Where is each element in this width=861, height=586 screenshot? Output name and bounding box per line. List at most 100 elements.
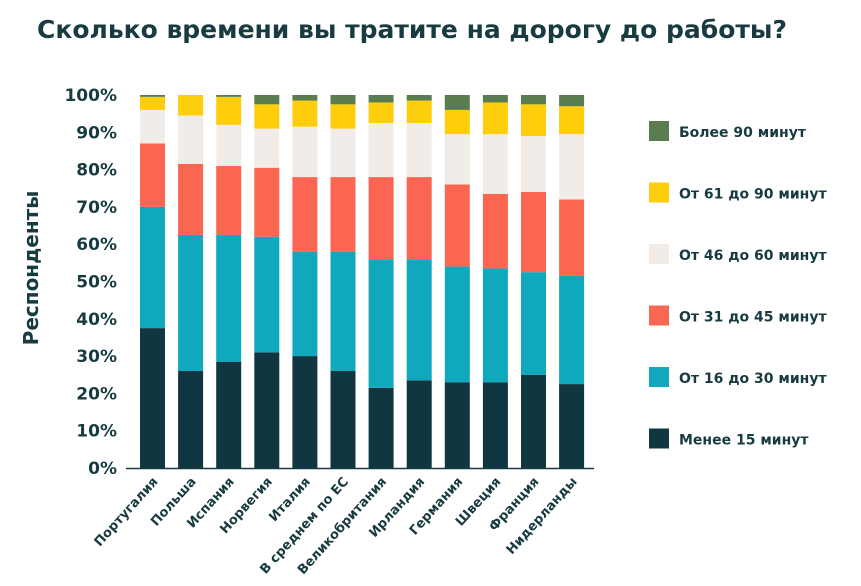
y-tick-label: 30% [76,347,117,367]
bar-segment [178,164,204,235]
legend-label: Менее 15 минут [679,433,809,449]
bar-segment [292,126,318,178]
bar-segment [216,124,242,166]
legend-label: От 16 до 30 минут [679,371,827,387]
bar-segment [368,102,394,123]
bar-segment [444,266,470,383]
bar-segment [521,374,546,468]
bar-segment [521,95,546,105]
bar-segment [444,382,470,468]
bar-segment [482,193,508,269]
bar-segment [559,199,585,276]
bar-segment [292,356,318,468]
chart-title: Сколько времени вы тратите на дорогу до … [37,15,787,44]
bar-segment [254,167,280,237]
bar-segment [482,268,508,383]
bar-segment [254,104,280,129]
bar-segment [292,95,318,101]
bar-segment [368,387,394,468]
bar-segment [330,371,356,468]
bar-segment [559,95,585,107]
bar-segment [216,165,242,235]
legend-swatch [649,305,669,326]
bar-segment [292,251,318,357]
bar-segment [140,206,165,329]
legend-swatch [649,121,669,141]
bar-segment [330,251,356,372]
y-tick-label: 100% [64,86,117,106]
bar-segment [482,382,508,468]
bar-segment [368,95,394,103]
bar-segment [559,106,585,135]
y-tick-label: 40% [76,310,117,330]
x-category-label: Португалия [92,475,162,550]
bar-segment [444,109,470,135]
bar-segment [521,104,546,137]
legend-swatch [649,182,669,203]
y-axis-label: Респонденты [19,191,43,346]
y-tick-label: 0% [88,459,117,479]
bar-segment [330,95,356,105]
bar-segment [292,100,318,127]
bar-segment [482,95,508,103]
bar-segment [559,134,585,200]
bar-segment [444,134,470,185]
bar-segment [254,236,280,353]
legend-swatch [649,428,669,449]
bar-segment [140,143,165,207]
y-tick-label: 70% [76,198,117,218]
bar-segment [444,95,470,110]
bar-segment [254,95,280,105]
bar-segment [292,177,318,252]
bar-segment [178,95,204,116]
bar-segment [140,96,165,110]
bar-segment [406,259,432,381]
bar-segment [482,134,508,194]
bar-segment [521,191,546,273]
bar-segment [406,100,432,123]
bar-segment [178,371,204,468]
legend-label: От 46 до 60 минут [679,248,827,264]
y-tick-label: 10% [76,422,117,442]
bar-segment [406,95,432,101]
bar-segment [254,352,280,468]
y-axis-ticks: 0% 10% 20% 30% 40% 50% 60% 70% 80% 90% 100% [64,86,117,479]
bar-segment [482,102,508,135]
legend: Более 90 минут От 61 до 90 минут От 46 до … [649,121,827,449]
bar-segment [216,96,242,125]
bar-segment [330,104,356,129]
bar-segment [330,128,356,178]
y-tick-label: 50% [76,273,117,293]
bar-segment [521,272,546,375]
x-category-label: Нидерланды [504,475,581,558]
bar-segment [216,361,242,468]
legend-label: Более 90 минут [679,125,807,141]
y-tick-label: 90% [76,123,117,143]
bar-segment [406,380,432,468]
bar-segment [140,109,165,144]
bar-segment [216,95,242,97]
legend-label: От 31 до 45 минут [679,310,827,326]
legend-label: От 61 до 90 минут [679,187,827,203]
bar-segment [368,259,394,388]
bar-segment [330,177,356,252]
y-tick-label: 60% [76,235,117,255]
legend-swatch [649,367,669,387]
bar-segment [406,177,432,260]
bar-segment [140,328,165,468]
bars [140,95,585,468]
bar-segment [406,122,432,178]
bar-segment [521,136,546,192]
bar-segment [444,184,470,267]
bar-segment [368,122,394,178]
bar-segment [559,275,585,385]
y-tick-label: 80% [76,161,117,181]
bar-segment [178,115,204,165]
bar-segment [368,177,394,260]
y-tick-label: 20% [76,384,117,404]
bar-segment [178,234,204,372]
bar-segment [140,95,165,97]
bar-segment [254,128,280,168]
